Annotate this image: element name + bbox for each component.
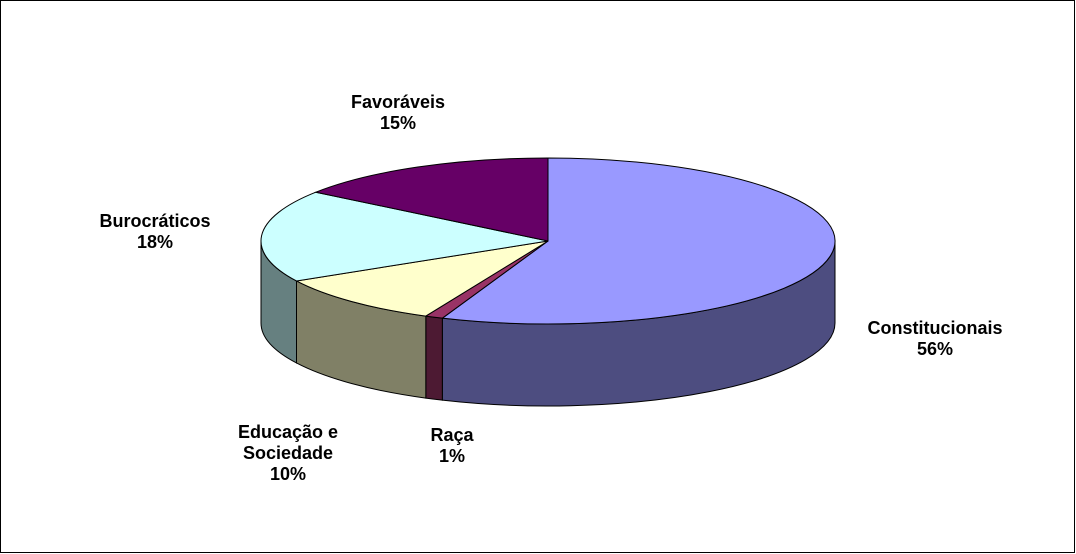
slice (314, 157, 549, 242)
value-label: 15% (379, 113, 417, 133)
category-label: Raça (430, 425, 474, 445)
category-label: Burocráticos (99, 211, 211, 231)
value-label: 56% (916, 339, 954, 359)
data-label: Raça 1% (372, 425, 532, 467)
data-label: Burocráticos 18% (75, 211, 235, 253)
data-label: Constitucionais 56% (855, 318, 1015, 360)
slice (441, 157, 836, 325)
category-label: Educação e Sociedade (237, 422, 339, 463)
data-label: Educação e Sociedade 10% (218, 422, 358, 485)
data-label: Favoráveis 15% (318, 92, 478, 134)
value-label: 10% (269, 464, 307, 484)
slice (260, 191, 549, 282)
category-label: Constitucionais (867, 318, 1003, 338)
value-label: 18% (136, 232, 174, 252)
slice-side (425, 315, 443, 401)
category-label: Favoráveis (350, 92, 446, 112)
value-label: 1% (438, 446, 465, 466)
slice (294, 240, 549, 317)
